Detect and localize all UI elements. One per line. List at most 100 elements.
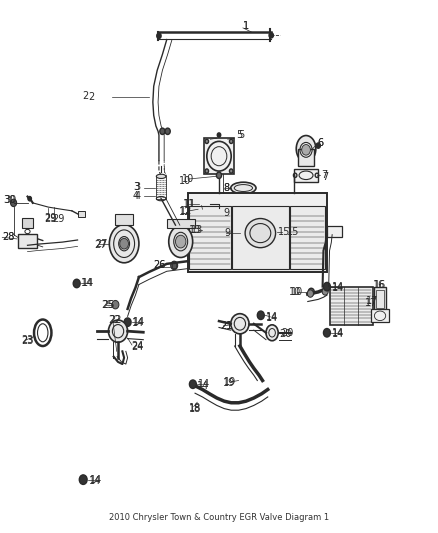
Text: 3: 3 bbox=[134, 182, 140, 192]
Text: 14: 14 bbox=[90, 475, 102, 484]
Bar bbox=[374, 287, 386, 310]
Text: 1: 1 bbox=[243, 21, 249, 31]
Circle shape bbox=[307, 290, 314, 297]
Text: 2: 2 bbox=[88, 92, 95, 102]
Circle shape bbox=[11, 199, 17, 207]
Text: 26: 26 bbox=[154, 261, 166, 270]
Text: 20: 20 bbox=[281, 328, 293, 338]
Circle shape bbox=[157, 33, 161, 38]
Text: 19: 19 bbox=[223, 378, 236, 388]
Text: 4: 4 bbox=[133, 191, 139, 201]
Text: 2010 Chrysler Town & Country EGR Valve Diagram 1: 2010 Chrysler Town & Country EGR Valve D… bbox=[109, 513, 329, 522]
Text: 25: 25 bbox=[102, 300, 115, 310]
Bar bbox=[376, 290, 384, 308]
Bar bbox=[330, 287, 373, 325]
Text: 14: 14 bbox=[198, 379, 210, 389]
Text: 30: 30 bbox=[3, 195, 15, 205]
Circle shape bbox=[230, 169, 233, 173]
Text: 25: 25 bbox=[102, 300, 114, 310]
Circle shape bbox=[171, 261, 178, 270]
Circle shape bbox=[322, 288, 328, 295]
Text: 17: 17 bbox=[365, 297, 378, 308]
Text: 17: 17 bbox=[366, 296, 378, 306]
Circle shape bbox=[189, 380, 196, 389]
Text: 24: 24 bbox=[131, 341, 144, 351]
Ellipse shape bbox=[231, 314, 249, 334]
Circle shape bbox=[176, 235, 186, 248]
Text: 23: 23 bbox=[21, 336, 33, 346]
Text: 5: 5 bbox=[237, 130, 243, 140]
Circle shape bbox=[112, 301, 119, 309]
Text: 21: 21 bbox=[220, 321, 232, 331]
Text: 18: 18 bbox=[188, 403, 201, 414]
Circle shape bbox=[79, 475, 87, 484]
Text: 11: 11 bbox=[184, 199, 196, 209]
Text: 7: 7 bbox=[321, 171, 327, 180]
Text: 14: 14 bbox=[266, 312, 278, 322]
Text: 28: 28 bbox=[2, 232, 14, 243]
Text: 6: 6 bbox=[318, 139, 324, 149]
Bar bbox=[298, 149, 314, 166]
Text: 21: 21 bbox=[221, 321, 233, 331]
Text: 9: 9 bbox=[223, 208, 230, 219]
Text: 8: 8 bbox=[223, 183, 230, 193]
Text: 28: 28 bbox=[2, 232, 14, 243]
Circle shape bbox=[308, 288, 314, 296]
Ellipse shape bbox=[110, 224, 139, 263]
Text: 22: 22 bbox=[110, 314, 122, 325]
Ellipse shape bbox=[169, 225, 193, 257]
Circle shape bbox=[205, 139, 208, 143]
Circle shape bbox=[302, 144, 311, 155]
Bar bbox=[116, 214, 133, 224]
Bar bbox=[294, 169, 318, 182]
Circle shape bbox=[269, 33, 273, 38]
Circle shape bbox=[124, 318, 131, 326]
Text: 16: 16 bbox=[373, 280, 385, 290]
Bar bbox=[78, 211, 85, 217]
Ellipse shape bbox=[296, 135, 316, 162]
Text: 13: 13 bbox=[189, 225, 201, 236]
Text: 23: 23 bbox=[21, 335, 34, 345]
Text: 10: 10 bbox=[291, 287, 303, 297]
Text: 14: 14 bbox=[89, 477, 102, 486]
Bar bbox=[172, 262, 177, 268]
Ellipse shape bbox=[119, 237, 130, 251]
Text: 18: 18 bbox=[189, 403, 201, 413]
Circle shape bbox=[28, 197, 32, 201]
Text: 24: 24 bbox=[131, 342, 144, 352]
Text: 14: 14 bbox=[332, 329, 344, 340]
Ellipse shape bbox=[266, 325, 278, 341]
Text: 29: 29 bbox=[44, 213, 57, 223]
Text: 20: 20 bbox=[279, 329, 291, 340]
Circle shape bbox=[323, 328, 330, 337]
Circle shape bbox=[160, 128, 165, 134]
Circle shape bbox=[323, 282, 330, 291]
Text: 9: 9 bbox=[224, 228, 230, 238]
Ellipse shape bbox=[174, 232, 187, 251]
Circle shape bbox=[73, 279, 80, 288]
Bar bbox=[232, 206, 289, 269]
Bar bbox=[18, 233, 37, 248]
Ellipse shape bbox=[156, 174, 166, 179]
Text: 15: 15 bbox=[287, 227, 299, 237]
Bar bbox=[327, 225, 342, 237]
Text: 10: 10 bbox=[182, 174, 194, 184]
Text: 14: 14 bbox=[332, 328, 344, 338]
Text: 5: 5 bbox=[238, 130, 244, 140]
Text: 10: 10 bbox=[179, 175, 191, 185]
Circle shape bbox=[217, 133, 221, 137]
Text: 6: 6 bbox=[318, 139, 324, 149]
Text: 29: 29 bbox=[53, 214, 65, 224]
Text: 27: 27 bbox=[95, 239, 107, 249]
Text: 14: 14 bbox=[132, 318, 144, 328]
Text: 1: 1 bbox=[244, 21, 250, 31]
Bar bbox=[371, 309, 389, 322]
Bar bbox=[290, 206, 325, 269]
Circle shape bbox=[257, 311, 264, 319]
Circle shape bbox=[316, 143, 321, 148]
Text: 22: 22 bbox=[109, 314, 121, 325]
Circle shape bbox=[205, 169, 208, 173]
Text: 15: 15 bbox=[278, 227, 290, 237]
Bar bbox=[187, 193, 327, 272]
Ellipse shape bbox=[245, 219, 276, 248]
